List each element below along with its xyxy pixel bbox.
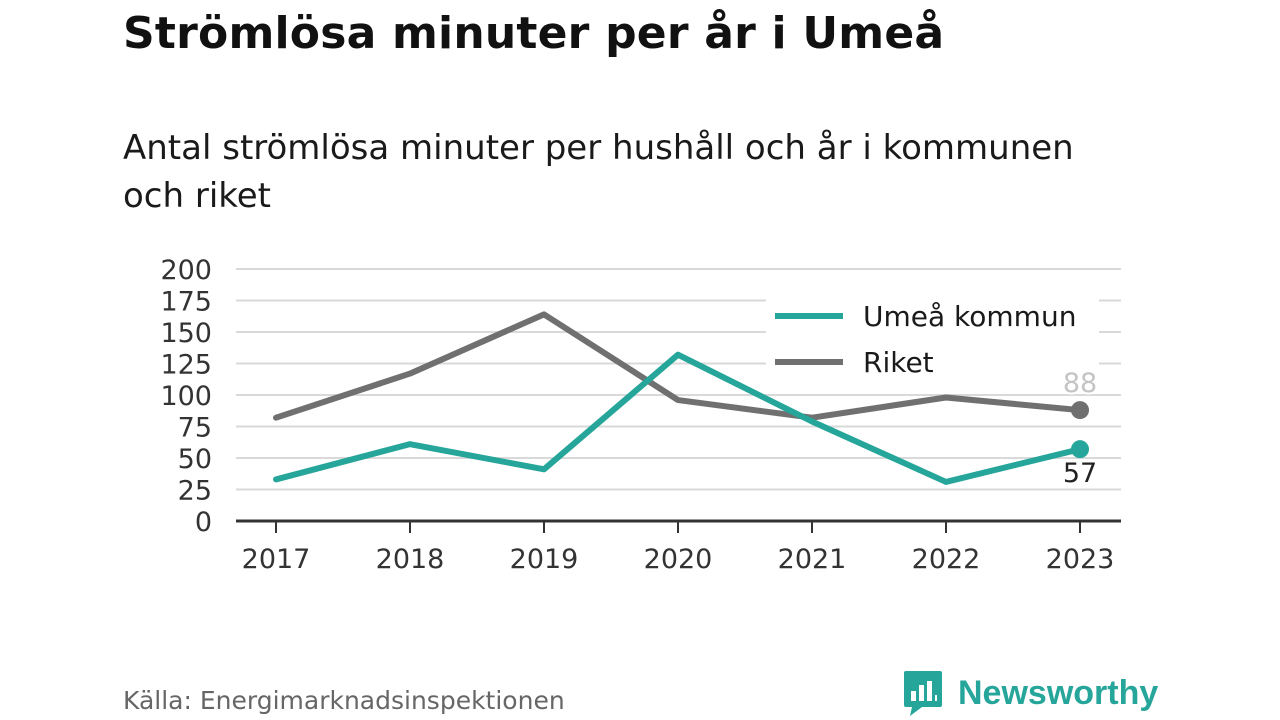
y-tick-label: 0 <box>195 507 212 538</box>
legend: Umeå kommun Riket <box>766 296 1099 384</box>
x-tick-label: 2019 <box>510 544 579 575</box>
end-point-riket <box>1071 401 1089 420</box>
chart-title: Strömlösa minuter per år i Umeå <box>123 8 945 59</box>
x-tick-label: 2017 <box>242 544 311 575</box>
legend-label-ume-kommun: Umeå kommun <box>863 300 1076 333</box>
legend-label-riket: Riket <box>863 346 934 379</box>
end-label-umea-kommun: 57 <box>1063 458 1097 489</box>
y-tick-label: 200 <box>160 255 212 286</box>
y-tick-label: 75 <box>178 413 212 444</box>
x-tick-label: 2021 <box>778 544 847 575</box>
brand-logo: Newsworthy <box>902 668 1158 718</box>
x-axis: 2017 2018 2019 2020 2021 2022 2023 <box>236 519 1121 575</box>
end-value-labels: 88 57 <box>1061 366 1099 491</box>
x-tick-label: 2023 <box>1046 544 1115 575</box>
newsworthy-logo-icon <box>904 671 942 716</box>
x-tick-label: 2022 <box>912 544 981 575</box>
chart-subtitle: Antal strömlösa minuter per hushåll och … <box>123 128 1074 216</box>
brand-name: Newsworthy <box>958 673 1159 712</box>
y-tick-label: 100 <box>160 381 212 412</box>
source-note: Källa: Energimarknadsinspektionen <box>123 686 565 715</box>
series-lines <box>273 311 1089 485</box>
y-tick-label: 125 <box>160 350 212 381</box>
end-point-ume-kommun <box>1071 440 1089 459</box>
x-tick-label: 2020 <box>644 544 713 575</box>
y-tick-label: 175 <box>160 287 212 318</box>
x-tick-label: 2018 <box>376 544 445 575</box>
y-tick-label: 150 <box>160 318 212 349</box>
y-tick-label: 25 <box>178 476 212 507</box>
series-line-ume-kommun <box>273 351 1083 485</box>
legend-background <box>766 296 1099 384</box>
end-label-riket: 88 <box>1063 368 1097 399</box>
y-tick-label: 50 <box>178 444 212 475</box>
series-line-riket <box>273 311 1083 421</box>
